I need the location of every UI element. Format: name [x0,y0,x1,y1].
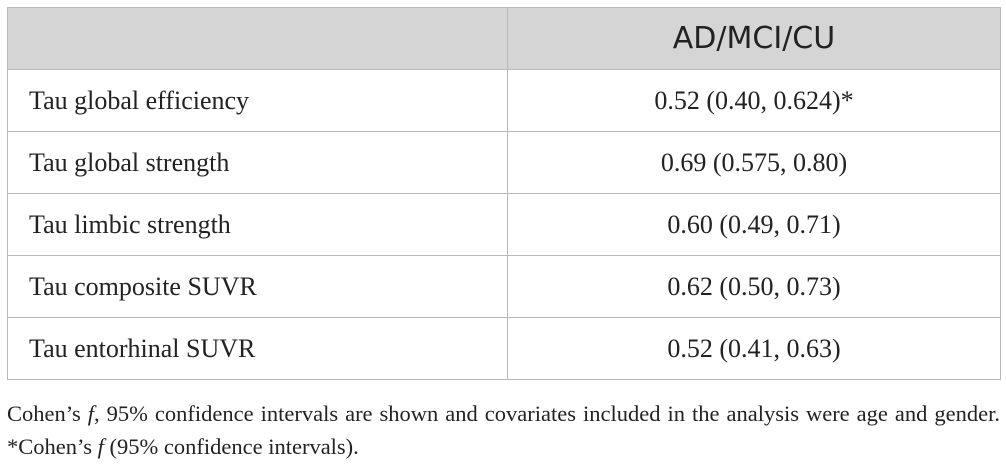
footnote-cohens-f: f [97,434,104,459]
table-row: Tau global strength 0.69 (0.575, 0.80) [7,131,1001,194]
row-label: Tau global efficiency [7,69,508,132]
results-table: AD/MCI/CU Tau global efficiency 0.52 (0.… [7,7,1001,380]
row-label: Tau global strength [7,131,508,194]
row-label: Tau composite SUVR [7,255,508,318]
table-row: Tau global efficiency 0.52 (0.40, 0.624)… [7,69,1001,132]
row-value: 0.52 (0.40, 0.624)* [507,69,1001,132]
results-table-container: AD/MCI/CU Tau global efficiency 0.52 (0.… [7,7,1001,380]
row-value: 0.52 (0.41, 0.63) [507,317,1001,380]
table-footnote: Cohen’s f, 95% confidence intervals are … [7,397,1000,463]
footnote-text: (95% confidence intervals). [103,434,359,459]
footnote-text: Cohen’s [7,401,88,426]
row-label: Tau limbic strength [7,193,508,256]
row-value: 0.60 (0.49, 0.71) [507,193,1001,256]
table-row: Tau composite SUVR 0.62 (0.50, 0.73) [7,255,1001,318]
table-row: Tau entorhinal SUVR 0.52 (0.41, 0.63) [7,317,1001,380]
table-header-row: AD/MCI/CU [7,7,1001,70]
row-value: 0.69 (0.575, 0.80) [507,131,1001,194]
header-cell-measure [7,7,508,70]
footnote-text: , 95% confidence intervals are shown and… [7,401,1000,459]
row-value: 0.62 (0.50, 0.73) [507,255,1001,318]
table-row: Tau limbic strength 0.60 (0.49, 0.71) [7,193,1001,256]
row-label: Tau entorhinal SUVR [7,317,508,380]
header-cell-group: AD/MCI/CU [507,7,1001,70]
footnote-cohens-f: f [87,401,95,426]
